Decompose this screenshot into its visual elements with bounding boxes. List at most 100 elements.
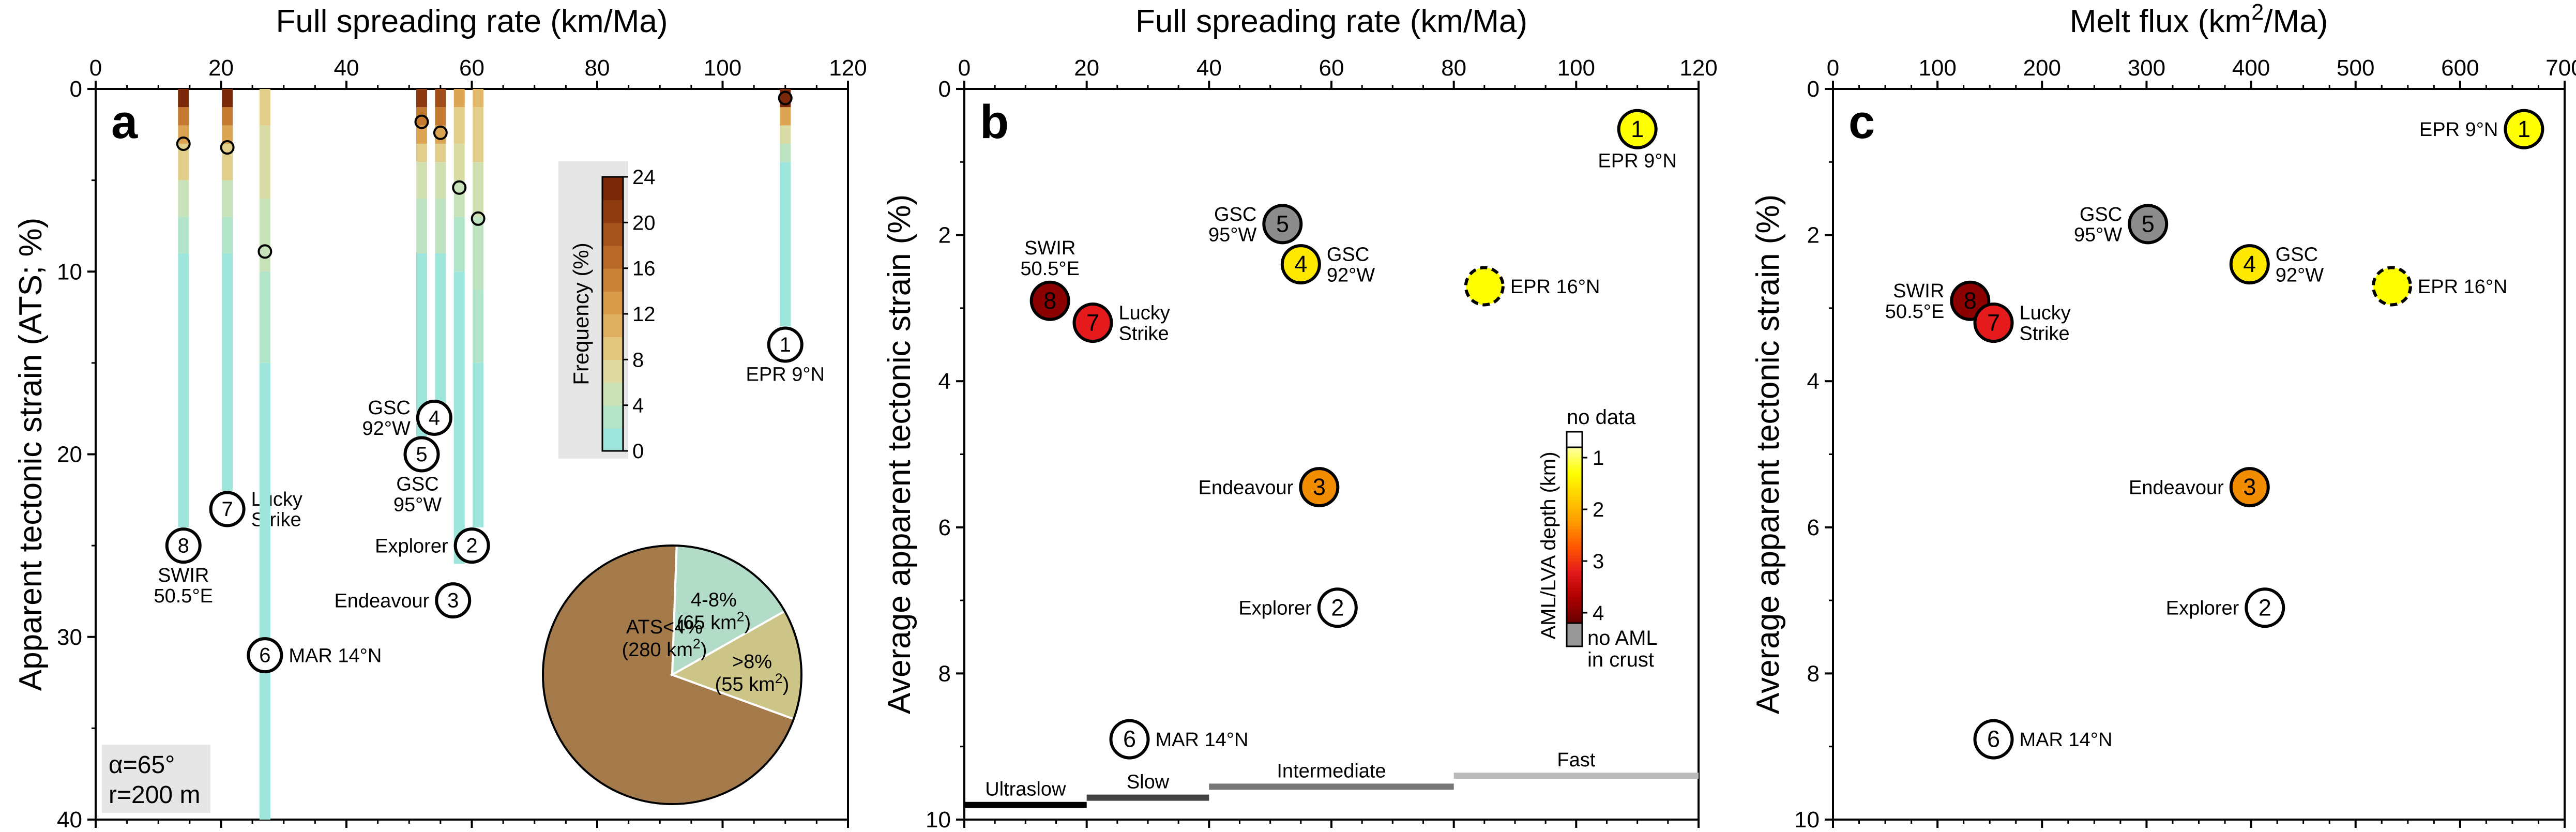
colorbar-tick-label: 24 — [632, 166, 656, 189]
colorbar-swatch — [1567, 509, 1582, 512]
colorbar-swatch — [1567, 503, 1582, 507]
point-marker — [1072, 302, 1113, 343]
heat-cell — [473, 162, 484, 217]
point-label: SWIR — [1893, 280, 1944, 302]
y-tick-label: 6 — [938, 515, 951, 540]
point-number: 1 — [1631, 116, 1644, 142]
parameter-text: α=65° — [109, 751, 175, 779]
y-tick-label: 6 — [1807, 515, 1820, 540]
point-marker — [1262, 204, 1303, 245]
colorbar-swatch — [1567, 529, 1582, 533]
point-label: 92°W — [2276, 264, 2324, 286]
point-label: EPR 9°N — [1598, 150, 1676, 172]
colorbar-swatch — [1567, 558, 1582, 562]
data-point: 4 — [416, 399, 452, 436]
rate-class-label: Slow — [1127, 772, 1170, 793]
heat-cell — [178, 217, 189, 253]
point-label: Strike — [1119, 323, 1169, 344]
x-tick-label: 300 — [2128, 55, 2165, 81]
colorbar-no-aml — [1566, 622, 1583, 647]
point-marker — [1464, 266, 1505, 307]
colorbar-swatch — [1567, 617, 1582, 621]
point-label: SWIR — [158, 565, 209, 586]
y-tick-label: 30 — [57, 625, 82, 650]
mean-ats-marker — [257, 244, 272, 259]
colorbar-swatch — [602, 291, 623, 314]
point-number: 1 — [780, 334, 791, 356]
data-point: 5 — [1262, 204, 1303, 245]
pie-sublabel: (280 km2) — [622, 636, 707, 661]
colorbar-swatch — [1567, 482, 1582, 486]
y-tick-label: 2 — [938, 223, 951, 248]
point-marker — [2229, 467, 2270, 508]
data-point — [2371, 266, 2412, 307]
heat-cell — [259, 125, 270, 199]
point-number: 4 — [2243, 251, 2256, 277]
colorbar-swatch — [1567, 606, 1582, 609]
rate-class-label: Fast — [1557, 749, 1595, 771]
colorbar-swatch — [1567, 497, 1582, 501]
rate-class-label: Intermediate — [1277, 760, 1386, 782]
y-tick-label: 0 — [1807, 77, 1820, 102]
colorbar-swatch — [1567, 544, 1582, 548]
point-label: 50.5°E — [1020, 258, 1080, 280]
heat-cell — [780, 125, 791, 144]
colorbar-swatch — [1567, 553, 1582, 556]
heat-cell — [416, 89, 427, 108]
data-point: 5 — [2128, 204, 2169, 245]
colorbar-swatch — [602, 428, 623, 451]
data-point: 3 — [1299, 467, 1340, 508]
colorbar-swatch — [1567, 500, 1582, 504]
colorbar-tick-label: 0 — [632, 440, 644, 463]
data-point: 5 — [403, 436, 440, 473]
colorbar-swatch — [1567, 602, 1582, 606]
rate-class-bars: Ultraslow Slow Intermediate Fast — [964, 749, 1699, 808]
heat-cell — [178, 89, 189, 108]
point-number: 6 — [259, 644, 270, 667]
mean-ats-marker — [433, 125, 448, 140]
x-tick-label: 120 — [829, 55, 867, 81]
colorbar-swatch — [1567, 567, 1582, 571]
colorbar-swatch — [1567, 576, 1582, 580]
pie-chart: ATS<4%(280 km2) 4-8%(65 km2) >8%(55 km2) — [542, 544, 802, 805]
x-tick-label: 40 — [1196, 55, 1222, 81]
point-marker — [1973, 719, 2014, 760]
colorbar-tick-label: 20 — [632, 211, 656, 234]
data-point: 3 — [435, 582, 472, 619]
point-number: 2 — [466, 535, 478, 557]
mean-ats-marker — [778, 90, 793, 105]
colorbar-swatch — [602, 337, 623, 360]
colorbar-swatch — [1567, 485, 1582, 489]
point-label: 92°W — [1327, 264, 1375, 286]
colorbar-swatch — [1567, 599, 1582, 603]
colorbar-swatch — [1567, 555, 1582, 559]
colorbar-swatch — [1567, 573, 1582, 577]
x-axis-label: Melt flux (km2/Ma) — [2070, 0, 2328, 39]
point-number: 8 — [1043, 288, 1056, 314]
heat-cell — [416, 162, 427, 199]
heat-cell — [453, 217, 465, 272]
x-tick-label: 60 — [459, 55, 484, 81]
colorbar-swatch — [1567, 594, 1582, 597]
colorbar-swatch — [1567, 456, 1582, 460]
x-tick-label: 200 — [2023, 55, 2061, 81]
x-tick-label: 100 — [1918, 55, 1956, 81]
point-number: 2 — [1331, 594, 1344, 621]
colorbar-swatch — [1567, 585, 1582, 588]
point-number: 7 — [1987, 309, 2000, 336]
heat-cell — [453, 107, 465, 144]
heat-cell — [259, 89, 270, 126]
y-tick-label: 4 — [938, 369, 951, 394]
colorbar-label: AML/LVA depth (km) — [1537, 451, 1560, 639]
x-tick-label: 400 — [2232, 55, 2270, 81]
point-number: 3 — [1313, 474, 1326, 500]
point-number: 1 — [2518, 116, 2530, 142]
x-tick-label: 80 — [585, 55, 610, 81]
mean-ats-marker — [452, 180, 467, 195]
colorbar-tick-label: 1 — [1593, 447, 1604, 470]
colorbar-outline — [1566, 446, 1583, 624]
point-number: 7 — [1086, 309, 1099, 336]
point-marker — [453, 527, 490, 564]
heat-cell — [780, 162, 791, 327]
